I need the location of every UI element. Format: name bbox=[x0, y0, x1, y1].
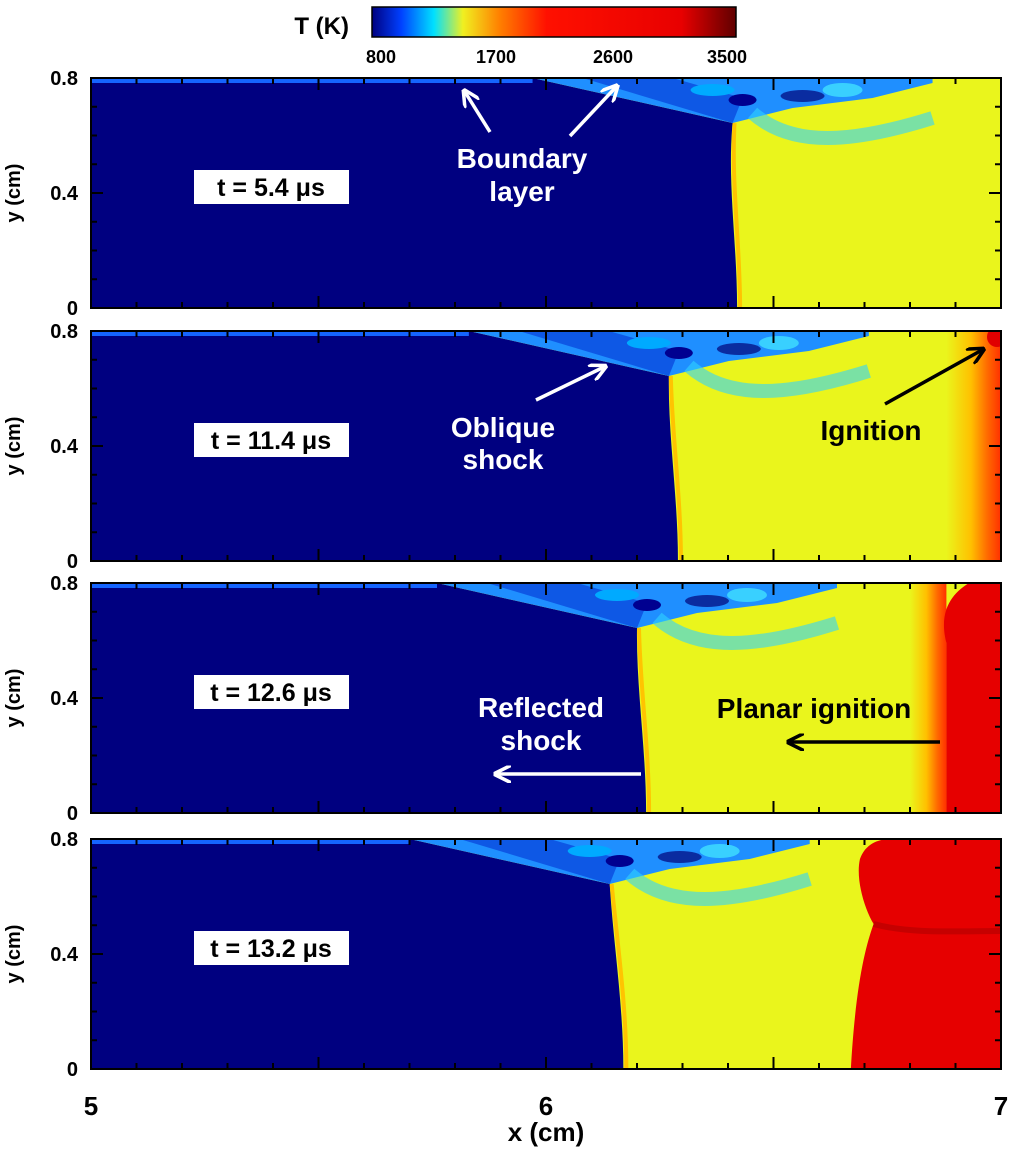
panel-4: 0 0.4 0.8 y (cm) t = 13.2 μs bbox=[3, 829, 1002, 1081]
y-axis-label: y (cm) bbox=[3, 925, 25, 984]
vortex bbox=[567, 845, 612, 857]
ignition-front bbox=[910, 583, 947, 813]
boundary-layer-label: layer bbox=[489, 176, 554, 207]
time-label: t = 5.4 μs bbox=[194, 170, 349, 204]
reflected-shock-label: shock bbox=[501, 725, 582, 756]
shock-front-edge bbox=[609, 883, 629, 1069]
boundary-layer bbox=[91, 78, 533, 83]
time-label-text: t = 11.4 μs bbox=[211, 427, 331, 455]
y-axis-label: y (cm) bbox=[3, 164, 25, 223]
unshocked-gas-region bbox=[91, 583, 647, 813]
time-label-box bbox=[194, 931, 349, 965]
colorbar: T (K) 800 1700 2600 3500 bbox=[294, 6, 747, 67]
planar-ignition-label: Planar ignition bbox=[717, 693, 911, 724]
y-tick-label: 0.4 bbox=[50, 944, 79, 966]
vortex bbox=[626, 337, 671, 349]
y-tick-label: 0.8 bbox=[50, 68, 78, 90]
colorbar-title: T (K) bbox=[294, 13, 349, 40]
time-label-box bbox=[194, 170, 349, 204]
y-tick-label: 0.8 bbox=[50, 829, 78, 851]
colorbar-gradient bbox=[371, 6, 737, 38]
colorbar-tick-label: 1700 bbox=[476, 47, 516, 67]
vortex bbox=[728, 94, 757, 106]
ignition-arrow bbox=[884, 350, 982, 406]
wake-band bbox=[652, 612, 840, 650]
y-tick-label: 0 bbox=[67, 803, 78, 825]
time-label-text: t = 5.4 μs bbox=[217, 174, 325, 202]
vortex bbox=[685, 595, 729, 607]
time-label: t = 12.6 μs bbox=[194, 675, 349, 709]
boundary-layer bbox=[91, 331, 469, 336]
y-tick-label: 0 bbox=[67, 1059, 78, 1081]
time-label-box bbox=[194, 675, 349, 709]
ignition-spot bbox=[987, 331, 1001, 347]
boundary-layer-arrow bbox=[465, 92, 492, 133]
vortex bbox=[605, 855, 634, 867]
boundary-layer-label: Boundary bbox=[457, 143, 588, 174]
time-label: t = 11.4 μs bbox=[194, 423, 349, 457]
vortex bbox=[727, 588, 767, 602]
x-tick-label: 7 bbox=[994, 1091, 1008, 1121]
vortex bbox=[664, 347, 693, 359]
vortex bbox=[822, 83, 863, 97]
boundary-layer-arrow bbox=[568, 87, 616, 138]
vortex-band bbox=[872, 921, 1001, 935]
time-label-text: t = 12.6 μs bbox=[210, 679, 332, 707]
contour-field bbox=[91, 78, 1001, 308]
annotations: BoundarylayerObliqueshockIgnitionReflect… bbox=[451, 87, 982, 774]
time-label: t = 13.2 μs bbox=[194, 931, 349, 965]
vortex bbox=[758, 336, 799, 350]
burned-gas-region bbox=[943, 583, 1001, 813]
unshocked-gas-region bbox=[91, 839, 624, 1069]
x-axis-label: x (cm) bbox=[508, 1117, 585, 1147]
wake-band bbox=[747, 107, 935, 145]
y-tick-label: 0.8 bbox=[50, 573, 78, 595]
x-tick-label: 6 bbox=[539, 1091, 553, 1121]
vortex bbox=[699, 844, 740, 858]
shock-front-edge bbox=[668, 375, 683, 561]
colorbar-tick-label: 800 bbox=[366, 47, 396, 67]
oblique-shock-arrow bbox=[535, 367, 604, 402]
y-tick-label: 0 bbox=[67, 298, 78, 320]
time-label-box bbox=[194, 423, 349, 457]
y-axis-label: y (cm) bbox=[3, 417, 25, 476]
panel-1: 0 0.4 0.8 y (cm) t = 5.4 μs bbox=[3, 68, 1002, 320]
oblique-shock-label: shock bbox=[463, 444, 544, 475]
colorbar-tick-label: 3500 bbox=[707, 47, 747, 67]
time-label-text: t = 13.2 μs bbox=[210, 935, 332, 963]
burned-gas-region bbox=[850, 839, 1001, 1069]
y-tick-label: 0.4 bbox=[50, 688, 79, 710]
colorbar-tick-labels: 800 1700 2600 3500 bbox=[366, 47, 747, 67]
oblique-shock-label: Oblique bbox=[451, 412, 555, 443]
panel-2: 0 0.4 0.8 y (cm) t = 11.4 μs bbox=[3, 321, 1002, 573]
vortex bbox=[633, 599, 661, 611]
x-tick-label: 5 bbox=[84, 1091, 98, 1121]
colorbar-tick-label: 2600 bbox=[593, 47, 633, 67]
y-tick-label: 0 bbox=[67, 551, 78, 573]
y-axis-label: y (cm) bbox=[3, 669, 25, 728]
vortex bbox=[595, 589, 639, 601]
wake-band bbox=[684, 360, 871, 398]
unshocked-gas-region bbox=[91, 78, 738, 308]
vortex bbox=[780, 90, 825, 102]
x-axis: 5 6 7 x (cm) bbox=[84, 1091, 1008, 1147]
boundary-layer bbox=[91, 839, 410, 844]
vortex bbox=[657, 851, 702, 863]
x-tick-labels: 5 6 7 bbox=[84, 1091, 1008, 1121]
vortex bbox=[690, 84, 735, 96]
shock-front-edge bbox=[731, 122, 743, 308]
unshocked-gas-region bbox=[91, 331, 678, 561]
reflected-shock-label: Reflected bbox=[478, 692, 604, 723]
y-tick-label: 0.4 bbox=[50, 183, 79, 205]
wake-band bbox=[625, 868, 812, 906]
y-tick-label: 0.4 bbox=[50, 436, 79, 458]
shock-front-edge bbox=[637, 627, 652, 813]
vortex bbox=[716, 343, 761, 355]
ignition-label: Ignition bbox=[820, 415, 921, 446]
panels: 0 0.4 0.8 y (cm) t = 5.4 μs 0 0.4 0.8 y (cm) t = … bbox=[3, 68, 1002, 1081]
y-tick-label: 0.8 bbox=[50, 321, 78, 343]
boundary-layer bbox=[91, 583, 437, 588]
